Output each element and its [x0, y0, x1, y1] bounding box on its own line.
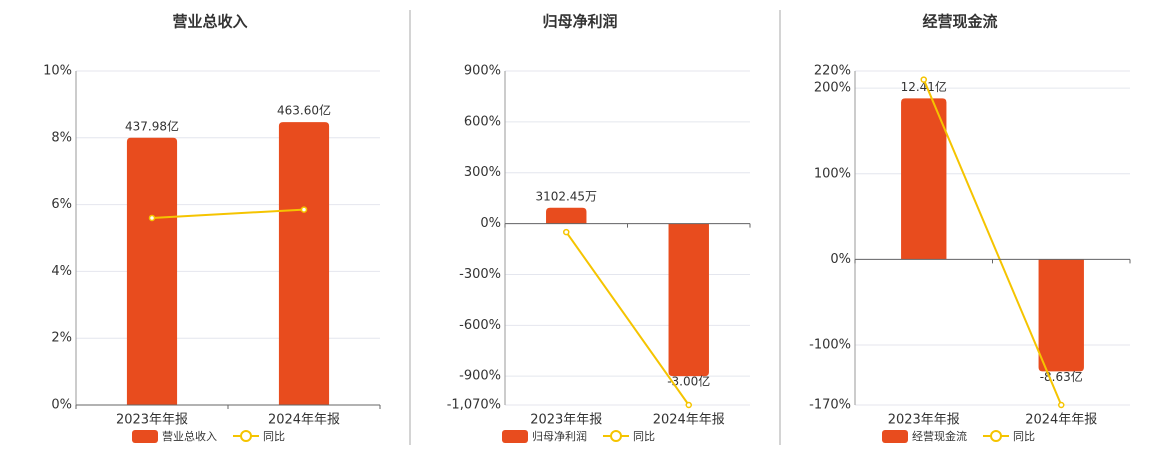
line-point	[148, 214, 156, 222]
line	[151, 208, 305, 219]
y-tick-label: 0%	[830, 252, 851, 267]
x-tick-label: 2023年年报	[116, 413, 188, 428]
bar	[546, 207, 587, 224]
y-tick-label: 200%	[814, 81, 851, 96]
y-tick-label: -1,070%	[447, 398, 501, 413]
y-tick-label: 2%	[51, 331, 72, 346]
value-label: 12.41亿	[901, 79, 947, 94]
y-tick-label: -600%	[459, 318, 501, 333]
x-tick-label: 2023年年报	[530, 413, 602, 428]
legend-label: 营业总收入	[162, 429, 217, 443]
bar	[901, 98, 947, 260]
y-tick-label: -100%	[809, 338, 851, 353]
bar	[278, 122, 330, 405]
legend-marker	[610, 430, 622, 442]
y-tick-label: 0%	[480, 216, 501, 231]
line-point	[563, 228, 570, 236]
y-tick-label: 100%	[814, 166, 851, 181]
x-tick-label: 2024年年报	[268, 413, 340, 428]
line-point	[1058, 401, 1065, 409]
legend-label: 同比	[1013, 430, 1035, 443]
line-point	[685, 401, 692, 409]
y-tick-label: 10%	[43, 64, 72, 79]
legend-label: 同比	[263, 430, 285, 443]
y-tick-label: 900%	[464, 64, 501, 79]
line	[565, 231, 690, 406]
legend-label: 经营现金流	[912, 429, 967, 443]
chart-title: 经营现金流	[922, 13, 997, 31]
y-tick-label: 8%	[51, 130, 72, 145]
y-tick-label: -170%	[809, 398, 851, 413]
y-tick-label: 600%	[464, 114, 501, 129]
legend-label: 归母净利润	[532, 429, 587, 443]
value-label: 463.60亿	[277, 103, 331, 118]
y-tick-label: 220%	[814, 64, 851, 79]
y-tick-label: 300%	[464, 165, 501, 180]
bar	[1038, 259, 1084, 372]
chart-title: 营业总收入	[172, 13, 247, 31]
legend-swatch	[132, 430, 158, 443]
legend-swatch	[502, 430, 528, 443]
y-tick-label: 0%	[51, 398, 72, 413]
y-tick-label: 4%	[51, 264, 72, 279]
value-label: -3.00亿	[667, 374, 710, 389]
legend-marker	[990, 430, 1002, 442]
x-tick-label: 2023年年报	[888, 413, 960, 428]
legend-marker	[240, 430, 252, 442]
value-label: 437.98亿	[125, 118, 179, 133]
x-tick-label: 2024年年报	[1025, 413, 1097, 428]
x-tick-label: 2024年年报	[653, 413, 725, 428]
y-tick-label: -300%	[459, 267, 501, 282]
line-point	[920, 76, 927, 83]
y-tick-label: -900%	[459, 369, 501, 384]
bar	[668, 223, 709, 377]
line	[922, 79, 1063, 406]
y-tick-label: 6%	[51, 197, 72, 212]
legend-label: 同比	[633, 430, 655, 443]
legend-swatch	[882, 430, 908, 443]
value-label: 3102.45万	[535, 189, 597, 203]
chart-title: 归母净利润	[542, 13, 617, 31]
bar	[126, 137, 178, 405]
line-point	[300, 206, 308, 213]
